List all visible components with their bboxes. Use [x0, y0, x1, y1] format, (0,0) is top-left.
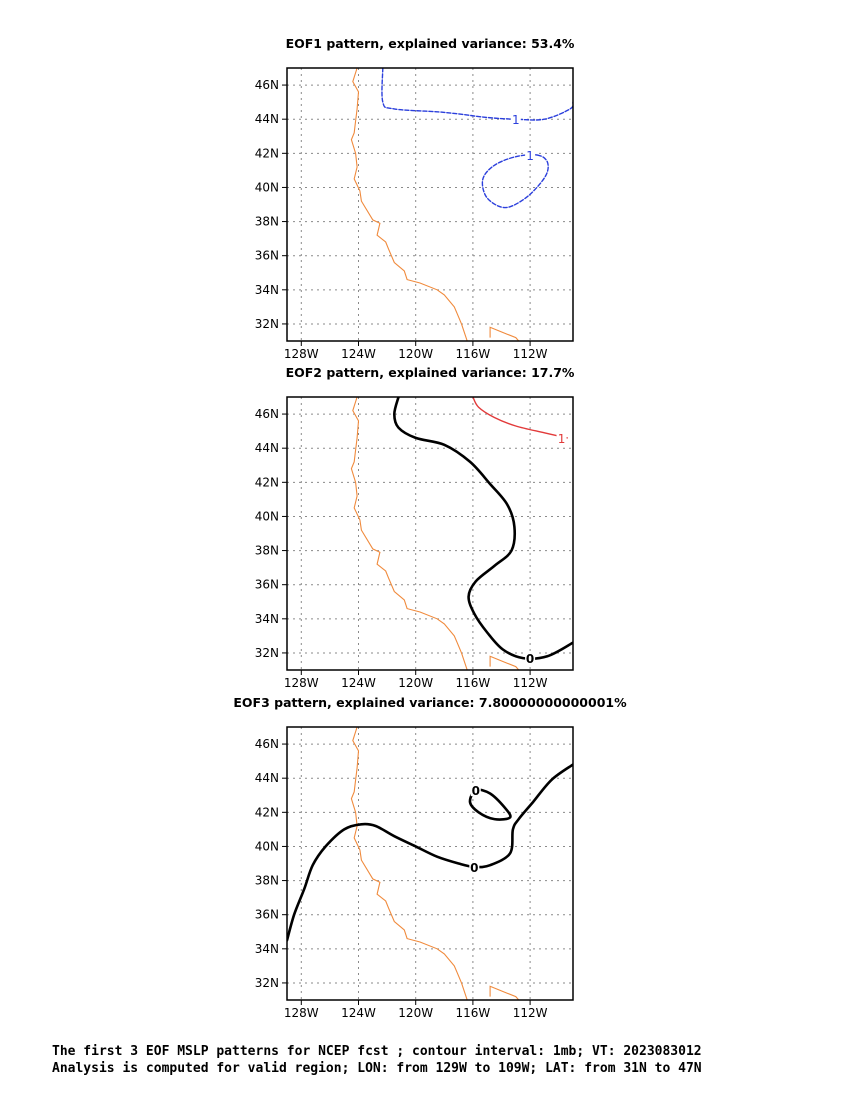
x-tick-label: 112W: [513, 347, 548, 361]
contour-line-0: [287, 763, 573, 942]
contour-label-bg: [525, 148, 536, 162]
y-tick-label: 40N: [255, 180, 279, 194]
y-tick-label: 36N: [255, 249, 279, 263]
gridlines: [287, 68, 573, 341]
x-tick-label: 112W: [513, 1006, 548, 1020]
y-tick-label: 42N: [255, 805, 279, 819]
plot-frame: [286, 726, 574, 1001]
coastline-gulf: [489, 985, 520, 1000]
gridlines: [287, 727, 573, 1000]
contour-label: 1: [558, 432, 566, 446]
y-tick-label: 38N: [255, 215, 279, 229]
x-tick-label: 124W: [341, 1006, 376, 1020]
y-tick-label: 46N: [255, 78, 279, 92]
contour-label: 1: [512, 113, 520, 127]
coastline-gulf: [489, 326, 520, 341]
y-tick-label: 34N: [255, 942, 279, 956]
y-tick-label: 36N: [255, 908, 279, 922]
caption-line-2: Analysis is computed for valid region; L…: [52, 1061, 702, 1076]
y-tick-label: 40N: [255, 509, 279, 523]
y-tick-label: 42N: [255, 146, 279, 160]
x-tick-label: 124W: [341, 676, 376, 690]
y-tick-label: 32N: [255, 976, 279, 990]
x-tick-label: 120W: [398, 676, 433, 690]
gridlines: [287, 397, 573, 670]
plot-frame: [286, 396, 574, 671]
y-tick-label: 46N: [255, 407, 279, 421]
coastline: [350, 397, 468, 670]
panel-title: EOF1 pattern, explained variance: 53.4%: [286, 36, 575, 51]
caption-line-1: The first 3 EOF MSLP patterns for NCEP f…: [52, 1044, 702, 1059]
y-tick-label: 46N: [255, 737, 279, 751]
x-tick-label: 120W: [398, 347, 433, 361]
y-tick-label: 44N: [255, 112, 279, 126]
x-tick-label: 128W: [284, 1006, 319, 1020]
plot-frame: [286, 67, 574, 342]
contour-label: 0: [526, 652, 534, 666]
contour-label-bg: [510, 112, 521, 126]
contour-label-bg: [469, 859, 480, 873]
x-tick-label: 128W: [284, 676, 319, 690]
figure-caption: The first 3 EOF MSLP patterns for NCEP f…: [52, 1043, 702, 1077]
panel-title: EOF2 pattern, explained variance: 17.7%: [286, 365, 575, 380]
coastline: [350, 68, 468, 341]
contour-label: 1: [526, 149, 534, 163]
x-tick-label: 124W: [341, 347, 376, 361]
x-tick-label: 116W: [456, 347, 491, 361]
contour-line-1: [481, 153, 549, 209]
contour-line-0: [393, 397, 573, 660]
panel-eof2: EOF2 pattern, explained variance: 17.7% 0…: [255, 365, 575, 690]
y-tick-label: 40N: [255, 839, 279, 853]
y-tick-label: 44N: [255, 441, 279, 455]
map-area: [350, 68, 573, 341]
contour-line-1: [472, 397, 568, 439]
contour-label: 0: [472, 784, 480, 798]
y-tick-label: 34N: [255, 283, 279, 297]
contour-label-bg: [556, 430, 567, 444]
y-tick-label: 32N: [255, 317, 279, 331]
contour-label: 0: [470, 861, 478, 875]
x-tick-label: 116W: [456, 1006, 491, 1020]
y-tick-label: 32N: [255, 646, 279, 660]
coastline-gulf: [489, 655, 520, 670]
coastline: [350, 727, 468, 1000]
map-area: [287, 727, 573, 1000]
x-tick-label: 120W: [398, 1006, 433, 1020]
x-tick-label: 116W: [456, 676, 491, 690]
eof-figure: EOF1 pattern, explained variance: 53.4% 1…: [233, 36, 627, 1020]
y-tick-label: 36N: [255, 578, 279, 592]
y-tick-label: 38N: [255, 874, 279, 888]
y-tick-label: 44N: [255, 771, 279, 785]
map-area: [350, 397, 573, 670]
y-tick-label: 42N: [255, 475, 279, 489]
panel-title: EOF3 pattern, explained variance: 7.8000…: [233, 695, 627, 710]
contour-label-bg: [525, 651, 536, 665]
y-tick-label: 34N: [255, 612, 279, 626]
x-tick-label: 128W: [284, 347, 319, 361]
x-tick-label: 112W: [513, 676, 548, 690]
contour-label-bg: [470, 783, 481, 797]
panel-eof1: EOF1 pattern, explained variance: 53.4% 1…: [255, 36, 575, 361]
contour-line-1: [381, 68, 573, 121]
y-tick-label: 38N: [255, 544, 279, 558]
contour-line-0: [468, 788, 512, 821]
panel-eof3: EOF3 pattern, explained variance: 7.8000…: [233, 695, 627, 1020]
